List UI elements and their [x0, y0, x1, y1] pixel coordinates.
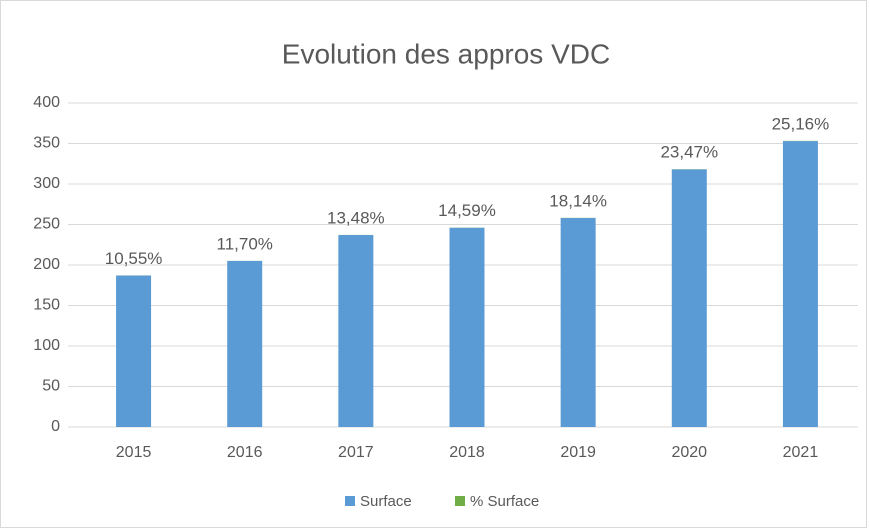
data-label: 23,47% [660, 143, 718, 162]
chart-title: Evolution des appros VDC [282, 38, 610, 69]
y-tick-label: 200 [33, 256, 60, 273]
x-tick-label: 2020 [671, 444, 707, 461]
x-tick-label: 2017 [338, 444, 374, 461]
bar-segment [782, 141, 818, 427]
y-tick-label: 250 [33, 216, 60, 233]
y-tick-label: 0 [51, 418, 60, 435]
legend-swatch [345, 496, 355, 506]
data-label: 25,16% [772, 114, 830, 133]
bar-segment [449, 227, 485, 427]
bar-segment [671, 169, 707, 428]
x-tick-label: 2018 [449, 444, 485, 461]
legend-label: % Surface [470, 493, 539, 510]
y-tick-label: 400 [33, 94, 60, 111]
bar-segment [116, 275, 152, 427]
data-label: 13,48% [327, 208, 385, 227]
x-tick-label: 2019 [560, 444, 596, 461]
data-label: 14,59% [438, 201, 496, 220]
y-tick-label: 100 [33, 337, 60, 354]
y-tick-label: 150 [33, 297, 60, 314]
data-label: 10,55% [105, 249, 163, 268]
y-tick-label: 350 [33, 135, 60, 152]
bar-segment [338, 235, 374, 427]
data-label: 18,14% [549, 191, 607, 210]
x-tick-label: 2015 [116, 444, 152, 461]
legend-label: Surface [360, 493, 412, 510]
y-tick-label: 300 [33, 175, 60, 192]
bar-segment [227, 260, 263, 427]
x-tick-label: 2021 [783, 444, 819, 461]
x-tick-label: 2016 [227, 444, 263, 461]
legend-swatch [455, 496, 465, 506]
data-label: 11,70% [217, 234, 273, 253]
bar-segment [560, 218, 596, 427]
y-tick-label: 50 [42, 378, 60, 395]
